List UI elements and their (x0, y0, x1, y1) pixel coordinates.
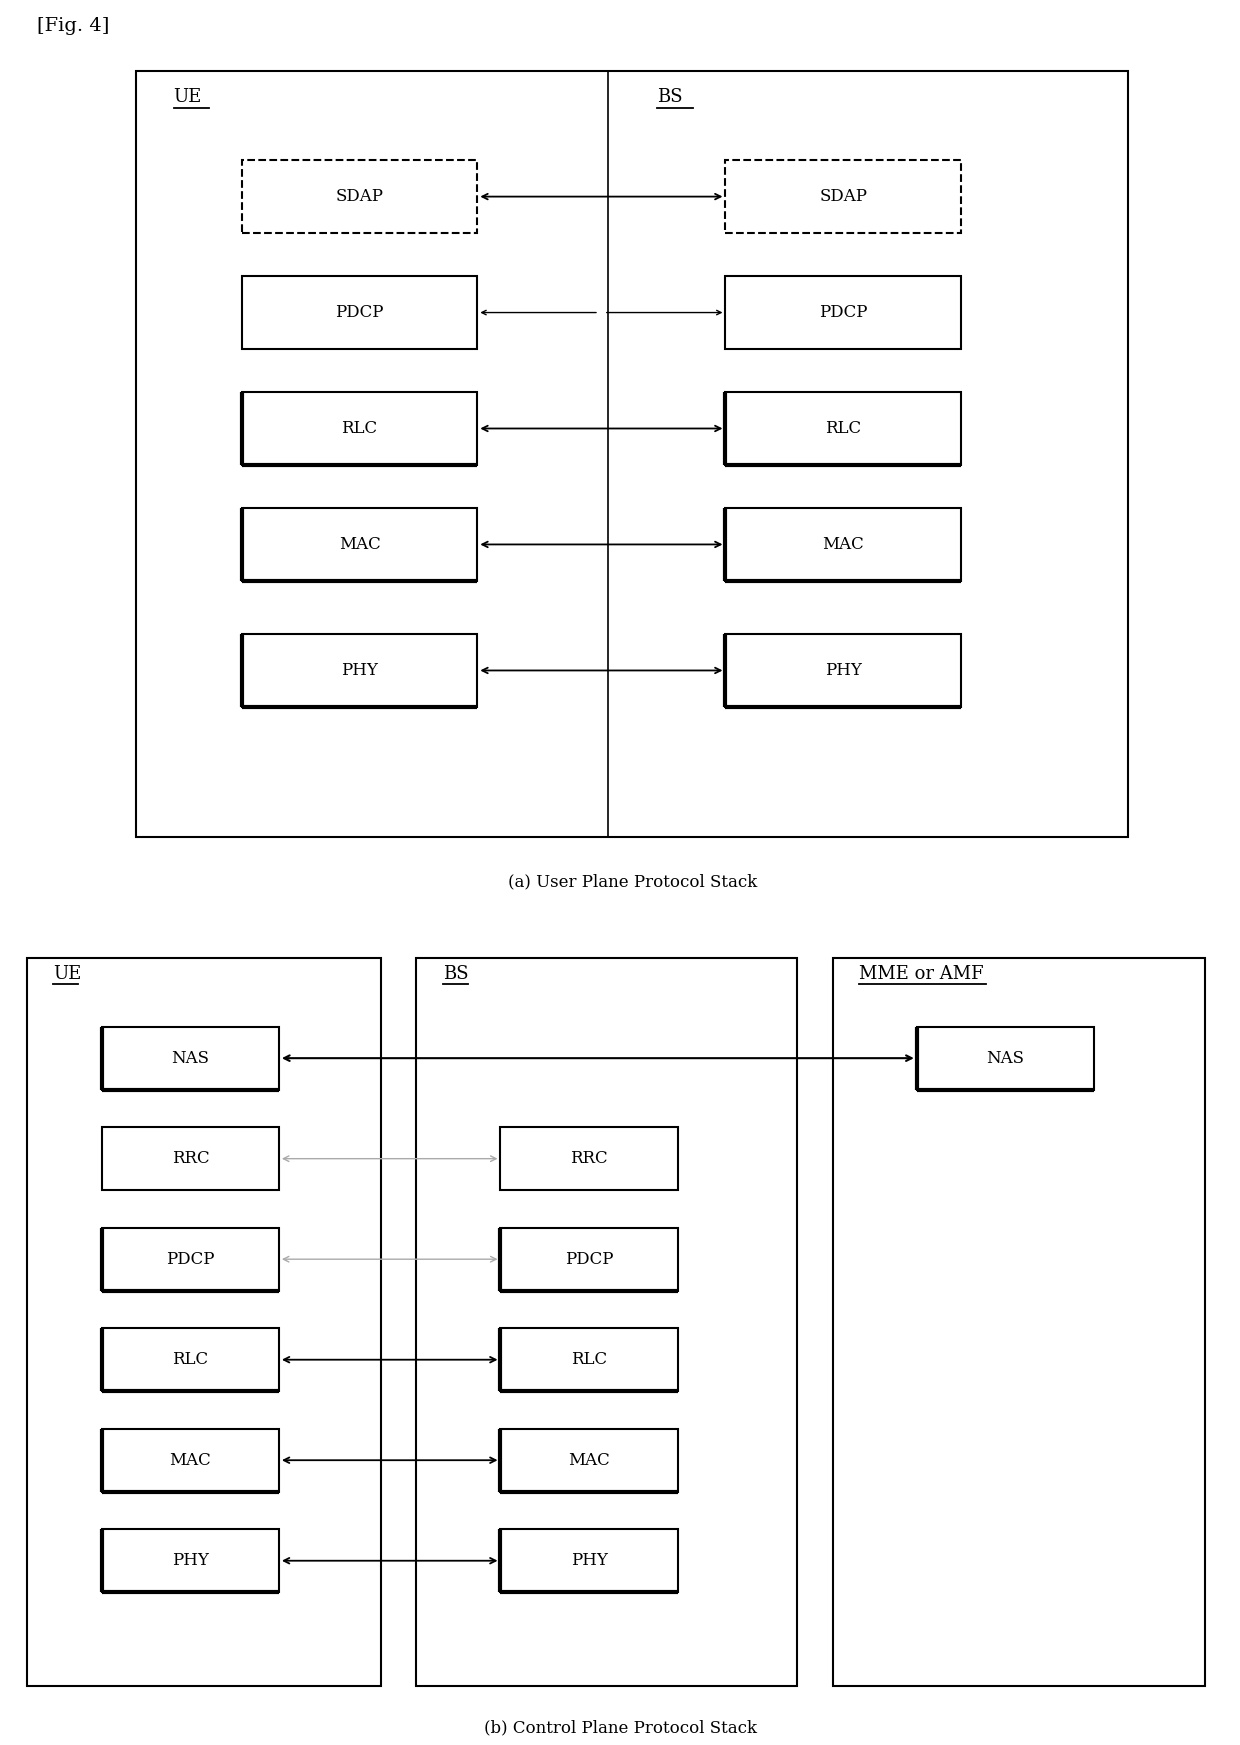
Bar (102, 1127, 279, 1190)
Bar (242, 393, 477, 464)
Bar (102, 1026, 279, 1089)
Text: (b) Control Plane Protocol Stack: (b) Control Plane Protocol Stack (484, 1721, 756, 1736)
Text: MAC: MAC (339, 536, 381, 553)
Text: PDCP: PDCP (818, 304, 868, 321)
Bar (501, 1429, 677, 1492)
Bar (725, 508, 961, 581)
Bar (501, 1228, 677, 1291)
Bar (136, 70, 1128, 838)
Text: NAS: NAS (171, 1050, 210, 1066)
Text: MAC: MAC (568, 1452, 610, 1469)
Text: PDCP: PDCP (166, 1251, 215, 1267)
Text: RLC: RLC (172, 1351, 208, 1368)
Bar (725, 276, 961, 349)
Text: UE: UE (174, 87, 202, 106)
Bar (102, 1429, 279, 1492)
Text: RLC: RLC (570, 1351, 608, 1368)
Text: SDAP: SDAP (336, 188, 383, 206)
Bar (725, 633, 961, 707)
Text: PHY: PHY (341, 661, 378, 679)
Bar (102, 1328, 279, 1391)
Text: NAS: NAS (986, 1050, 1024, 1066)
Bar (501, 1328, 677, 1391)
Text: PHY: PHY (825, 661, 862, 679)
Text: RLC: RLC (341, 421, 378, 436)
Bar (242, 633, 477, 707)
Bar (242, 276, 477, 349)
Bar (501, 1529, 677, 1591)
Bar (417, 958, 797, 1686)
Bar (242, 508, 477, 581)
Text: SDAP: SDAP (820, 188, 867, 206)
Text: PHY: PHY (570, 1553, 608, 1569)
Text: PHY: PHY (172, 1553, 208, 1569)
Text: MAC: MAC (822, 536, 864, 553)
Bar (501, 1127, 677, 1190)
Bar (242, 161, 477, 232)
Text: BS: BS (657, 87, 683, 106)
Text: [Fig. 4]: [Fig. 4] (37, 17, 109, 35)
Bar (102, 1228, 279, 1291)
Text: RRC: RRC (570, 1150, 608, 1167)
Text: MAC: MAC (170, 1452, 211, 1469)
Bar (916, 1026, 1094, 1089)
Bar (832, 958, 1204, 1686)
Text: PDCP: PDCP (564, 1251, 614, 1267)
Bar (725, 161, 961, 232)
Text: BS: BS (443, 965, 469, 982)
Text: PDCP: PDCP (335, 304, 384, 321)
Text: MME or AMF: MME or AMF (859, 965, 983, 982)
Bar (725, 393, 961, 464)
Text: UE: UE (53, 965, 82, 982)
Text: RLC: RLC (825, 421, 862, 436)
Text: (a) User Plane Protocol Stack: (a) User Plane Protocol Stack (507, 874, 758, 890)
Bar (102, 1529, 279, 1591)
Bar (26, 958, 381, 1686)
Text: RRC: RRC (171, 1150, 210, 1167)
